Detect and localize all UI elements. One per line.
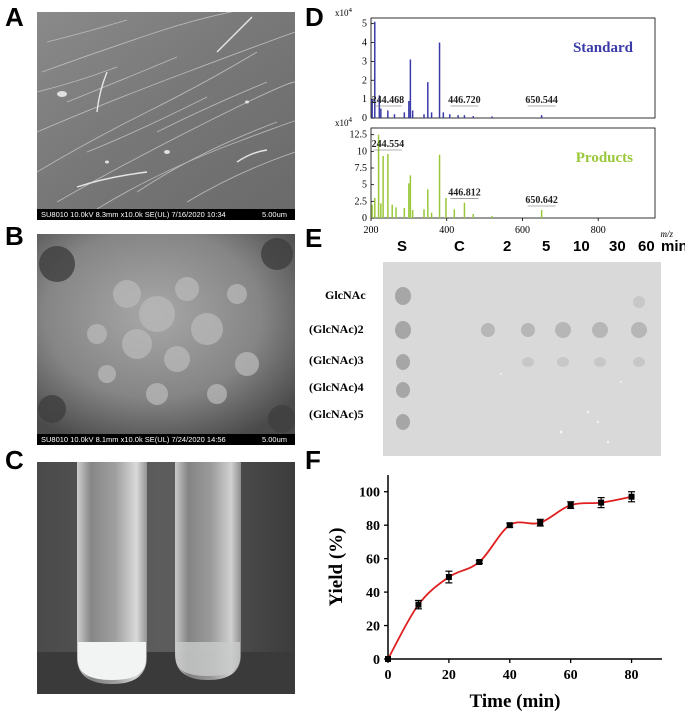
tlc-unit: min: [661, 238, 685, 255]
ms-x-tick-label: 600: [515, 225, 530, 236]
x-tick-label: 20: [442, 668, 456, 683]
data-point: [506, 522, 513, 529]
data-point: [415, 601, 422, 608]
sem-scale-b: 5.00um: [261, 435, 287, 444]
tlc-lane-c: C: [454, 238, 465, 255]
data-point: [537, 519, 544, 526]
data-point: [628, 493, 635, 500]
ms-y-tick-label: 12.5: [350, 130, 368, 141]
tlc-std-glcnac4: (GlcNAc)4: [309, 380, 364, 394]
y-axis-label: Yield (%): [326, 528, 347, 607]
tlc-std-glcnac3: (GlcNAc)3: [309, 353, 364, 367]
ms-panel-products: x104 0 2.5 5 7.5 10 12.5 244.554 446.812 650.642 P…: [335, 116, 656, 224]
tlc-std-glcnac5: (GlcNAc)5: [309, 407, 364, 421]
ms-y-tick-label: 1: [362, 94, 367, 105]
ms-y-tick-label: 0: [362, 213, 367, 224]
sem-texture-b: [37, 234, 295, 434]
ms-y-tick-label: 10: [357, 146, 367, 157]
sem-texture-a: [37, 12, 295, 209]
data-point: [445, 574, 452, 581]
ms-y-tick-label: 3: [362, 56, 367, 67]
tlc-lane-2: 2: [503, 238, 512, 255]
ms-x-axis: 200 400 600 800 m/z: [364, 218, 673, 239]
ms-y-multiplier: x104: [335, 116, 353, 128]
tube-photo: [37, 462, 295, 694]
data-point: [476, 558, 483, 565]
data-point: [598, 499, 605, 506]
panel-letter-d: D: [305, 2, 324, 32]
ms-y-tick-label: 0: [362, 113, 367, 124]
ms-annotation-label: 650.642: [525, 195, 558, 206]
tlc-std-glcnac: GlcNAc: [325, 288, 366, 302]
tlc-lane-60: 60: [638, 238, 655, 255]
sem-meta-b: SU8010 10.0kV 8.1mm x10.0k SE(UL) 7/24/2…: [41, 435, 226, 444]
ms-y-tick-label: 4: [362, 38, 367, 49]
ms-series-name: Products: [576, 150, 633, 166]
sem-image-b: SU8010 10.0kV 8.1mm x10.0k SE(UL) 7/24/2…: [37, 234, 295, 445]
x-tick-label: 60: [564, 668, 578, 683]
y-tick-label: 80: [366, 519, 380, 534]
tlc-lane-5: 5: [542, 238, 551, 255]
tlc-lane-s: S: [397, 238, 408, 255]
test-tube-left: [77, 462, 147, 684]
tlc-std-glcnac2: (GlcNAc)2: [309, 322, 364, 336]
panel-letter-a: A: [5, 2, 24, 32]
tlc-lane-10: 10: [573, 238, 590, 255]
ms-annotation-label: 446.812: [448, 188, 481, 199]
y-tick-label: 0: [373, 653, 380, 668]
data-point: [567, 502, 574, 509]
tlc-lane-30: 30: [609, 238, 626, 255]
panel-letter-e: E: [305, 223, 323, 253]
ms-x-tick-label: 200: [364, 225, 379, 236]
sem-meta-a: SU8010 10.0kV 8.3mm x10.0k SE(UL) 7/16/2…: [41, 210, 226, 219]
data-point: [385, 656, 391, 662]
tlc-panel: S C 2 5 10 30 60 min GlcNAc (GlcNAc)2 (G…: [305, 230, 685, 460]
ms-y-tick-label: 5: [362, 19, 367, 30]
tlc-plate: [383, 262, 661, 456]
panel-letter-f: F: [305, 445, 321, 475]
sem-info-bar-a: SU8010 10.0kV 8.3mm x10.0k SE(UL) 7/16/2…: [37, 209, 295, 220]
ms-panel-standard: x104 0 1 2 3 4 5 244.468 446.720 650.544 Standard: [335, 8, 656, 124]
sem-info-bar-b: SU8010 10.0kV 8.1mm x10.0k SE(UL) 7/24/2…: [37, 434, 295, 445]
ms-x-label: m/z: [660, 229, 673, 239]
y-tick-label: 60: [366, 553, 380, 568]
ms-annotation-label: 244.554: [372, 139, 405, 150]
x-tick-label: 0: [385, 668, 392, 683]
x-tick-label: 80: [625, 668, 639, 683]
ms-y-multiplier: x104: [335, 8, 353, 18]
test-tube-right: [175, 462, 241, 680]
panel-letter-b: B: [5, 221, 24, 251]
ms-y-tick-label: 7.5: [355, 163, 368, 174]
ms-frame: [370, 127, 656, 219]
ms-annotation-label: 446.720: [448, 95, 481, 106]
x-tick-label: 40: [503, 668, 517, 683]
x-axis-label: Time (min): [470, 691, 561, 712]
ms-x-tick-label: 400: [439, 225, 454, 236]
yield-chart: 0 20 40 60 80 100 0 20 40 60 80 Time (min) Yield (%): [326, 475, 662, 712]
ms-y-tick-label: 2.5: [355, 196, 368, 207]
ms-series-name: Standard: [573, 40, 634, 56]
ms-y-tick-label: 2: [362, 75, 367, 86]
panel-letter-c: C: [5, 445, 24, 475]
ms-frame: [370, 17, 656, 119]
y-tick-label: 40: [366, 586, 380, 601]
yield-curve: [387, 495, 632, 660]
ms-annotation-label: 244.468: [372, 95, 405, 106]
sem-image-a: SU8010 10.0kV 8.3mm x10.0k SE(UL) 7/16/2…: [37, 12, 295, 220]
sem-scale-a: 5.00um: [261, 210, 287, 219]
ms-annotation-label: 650.544: [525, 95, 558, 106]
ms-x-tick-label: 800: [591, 225, 606, 236]
y-tick-label: 100: [359, 486, 380, 501]
y-tick-label: 20: [366, 620, 380, 635]
ms-y-tick-label: 5: [362, 180, 367, 191]
